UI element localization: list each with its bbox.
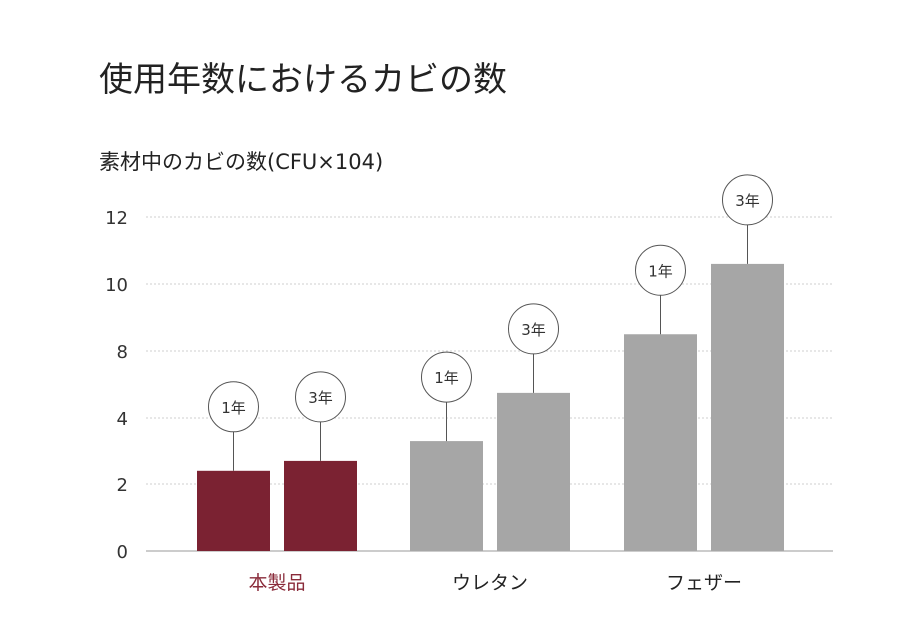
y-tick-label: 4 [117, 409, 128, 430]
y-axis-label: 素材中のカビの数(CFU×104) [99, 150, 384, 174]
year-callout-circle [208, 381, 259, 433]
x-category-label: フェザー [666, 572, 742, 594]
year-callout-circle [295, 371, 346, 423]
year-callout-circle [421, 351, 472, 403]
y-tick-label: 10 [105, 275, 128, 296]
year-callout-circle [508, 303, 559, 355]
x-category-label: 本製品 [248, 572, 305, 594]
year-label: 1年 [221, 399, 246, 417]
year-label: 3年 [521, 321, 546, 339]
y-tick-label: 8 [117, 342, 128, 363]
chart-title: 使用年数におけるカビの数 [99, 60, 507, 100]
y-tick-label: 0 [117, 542, 128, 563]
bar [711, 263, 784, 551]
year-label: 1年 [648, 262, 673, 280]
bar [197, 470, 270, 551]
y-tick-label: 2 [117, 475, 128, 496]
bar [624, 334, 697, 551]
year-callout-circle [635, 244, 686, 296]
year-label: 3年 [735, 192, 760, 210]
bar [497, 392, 570, 551]
year-label: 3年 [308, 389, 333, 407]
bar [410, 441, 483, 551]
x-category-label: ウレタン [452, 572, 528, 594]
year-callout-circle [722, 174, 773, 226]
bar [284, 460, 357, 551]
y-tick-label: 12 [105, 208, 128, 229]
year-label: 1年 [434, 369, 459, 387]
